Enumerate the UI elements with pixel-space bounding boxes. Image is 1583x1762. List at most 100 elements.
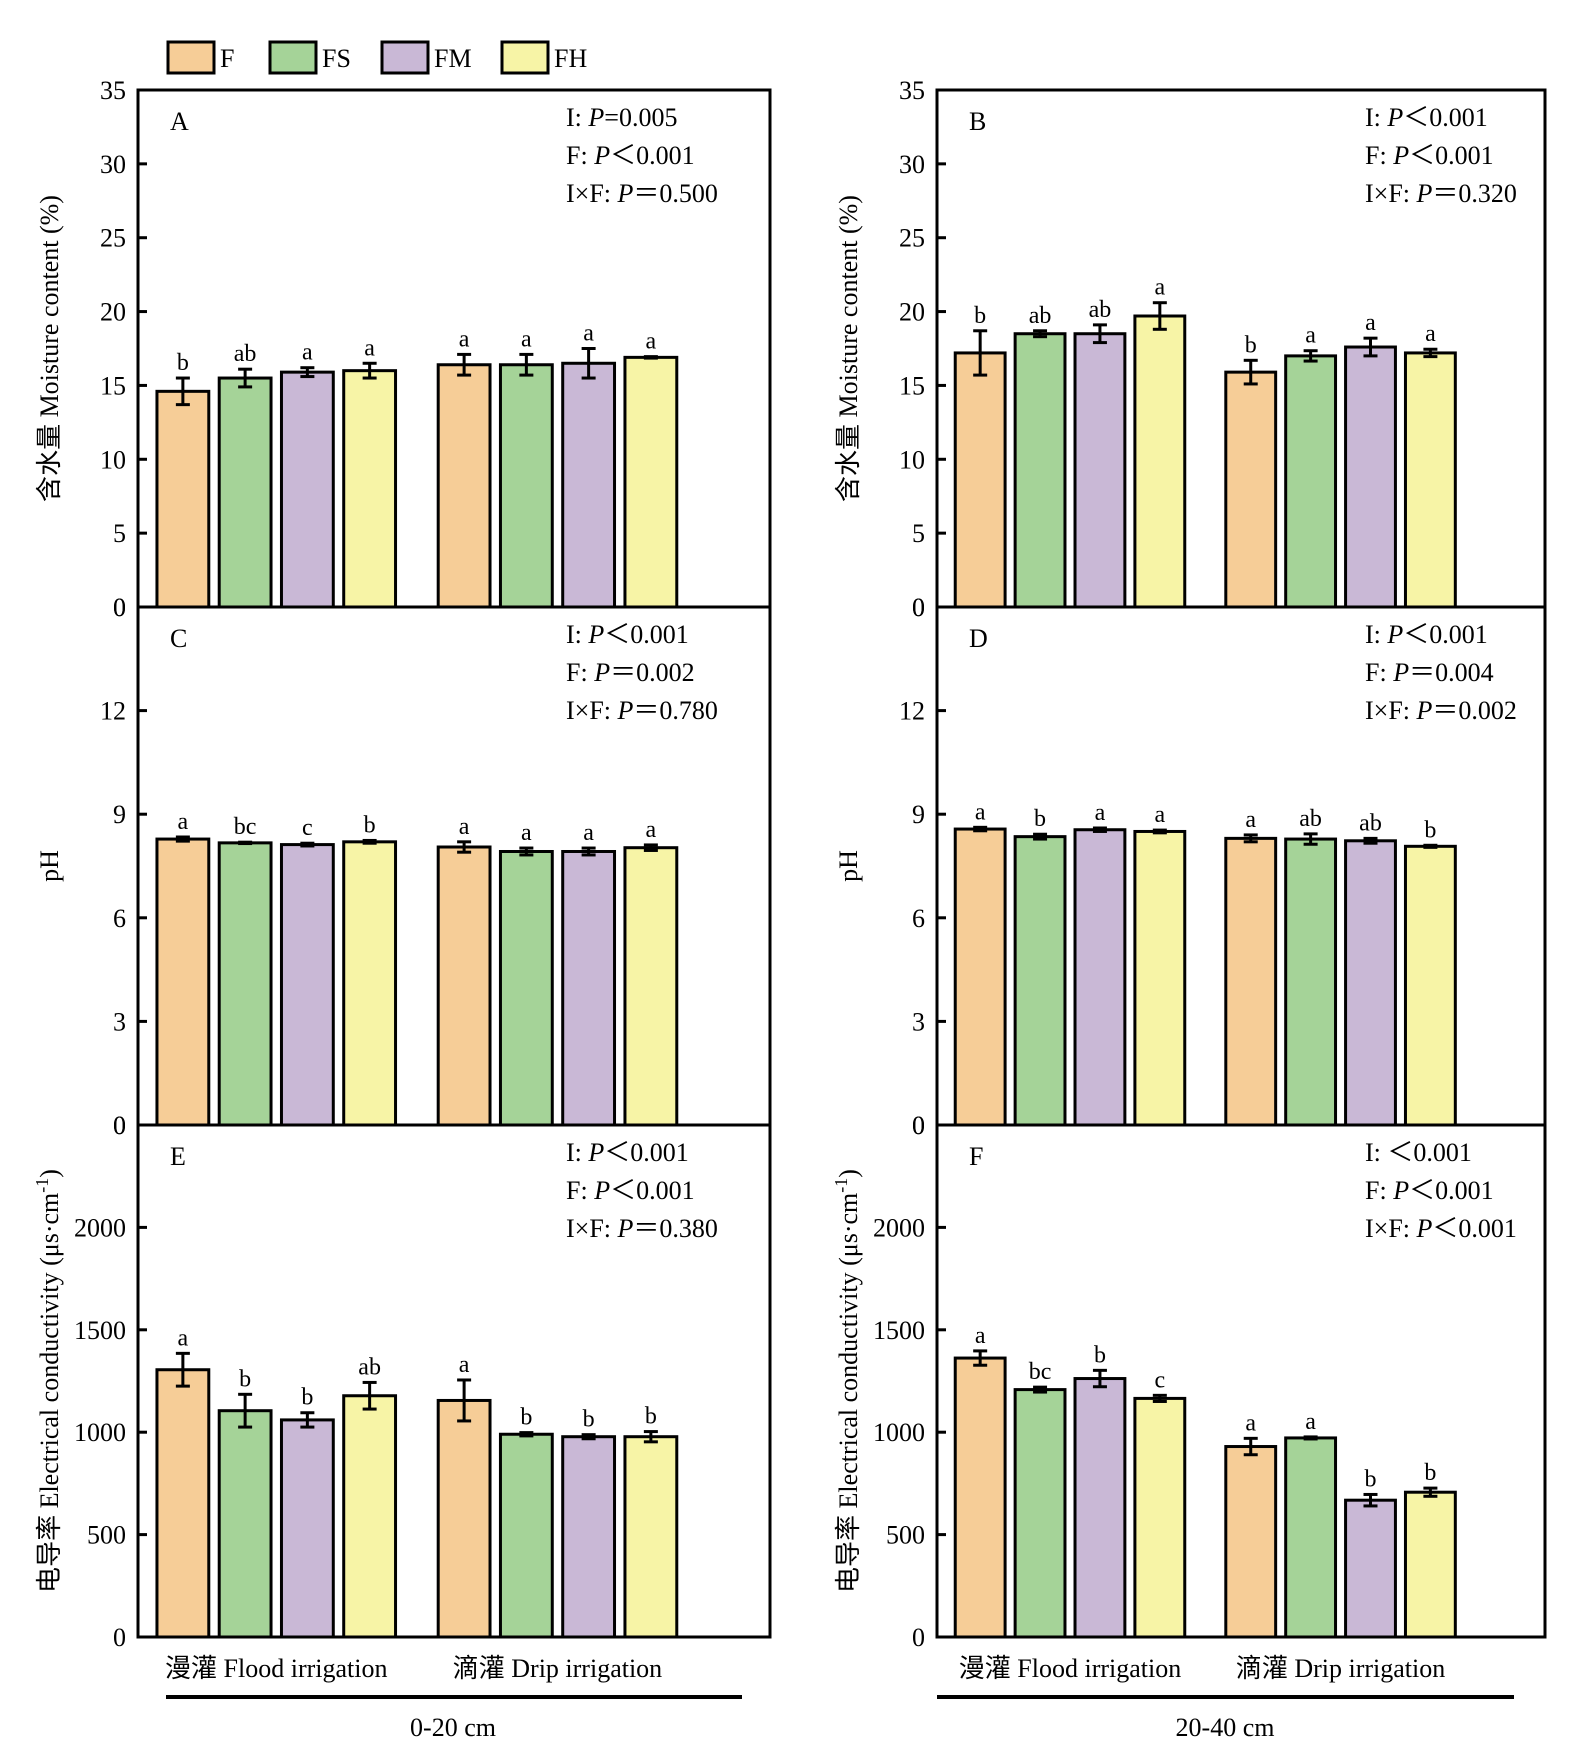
bar-fs [498, 363, 554, 609]
stat-term: I: [1365, 620, 1387, 649]
stat-term: I×F: [1365, 696, 1417, 725]
bar-fm [279, 370, 335, 609]
y-tick-label: 6 [912, 904, 925, 933]
y-tick-label: 25 [100, 224, 126, 253]
bar-fs [217, 376, 273, 609]
y-tick-label: 0 [113, 1111, 126, 1140]
stat-p: P [1416, 1214, 1433, 1243]
stat-value: ＜0.001 [610, 141, 695, 170]
x-group-label: 滴灌 Drip irrigation [453, 1654, 662, 1683]
stat-p: P [1416, 696, 1433, 725]
y-tick-label: 0 [113, 593, 126, 622]
stat-value: ＜0.001 [1432, 1214, 1517, 1243]
bar-fs [1013, 835, 1067, 1127]
panel-A: 0 5 10 15 20 25 30 35 含水量 Moisture content (%) A I… [35, 76, 772, 622]
stat-value: ＜0.001 [610, 1176, 695, 1205]
y-axis-title: 含水量 Moisture content (%) [834, 195, 863, 502]
y-axis-title: 含水量 Moisture content (%) [35, 195, 64, 502]
bar-fm [561, 1435, 617, 1639]
y-tick-label: 500 [886, 1521, 925, 1550]
legend-swatch-fm [380, 40, 430, 75]
significance-letter: b [520, 1405, 532, 1431]
bar-fh [1133, 829, 1187, 1127]
y-tick-label: 5 [912, 519, 925, 548]
significance-letter: c [1155, 1367, 1166, 1393]
stat-value: ＝0.380 [633, 1214, 718, 1243]
stat-p: P [617, 696, 634, 725]
y-tick-label: 20 [100, 298, 126, 327]
stat-p: P [587, 103, 604, 132]
legend-swatch-fs [268, 40, 318, 75]
stat-p: P [1386, 620, 1403, 649]
significance-letter: a [1095, 800, 1106, 826]
y-tick-label: 0 [113, 593, 126, 622]
stat-term: I: [1365, 1138, 1387, 1167]
bar-fm [1344, 345, 1397, 609]
bar-fh [623, 846, 679, 1127]
bar-fh [1403, 844, 1457, 1127]
stat-term: F: [1365, 658, 1393, 687]
stat-p: P [1392, 658, 1409, 687]
significance-letter: a [583, 321, 594, 347]
bar-f [436, 1398, 492, 1639]
significance-letter: b [177, 350, 189, 376]
stat-p: P [617, 1214, 634, 1243]
significance-letter: a [646, 817, 657, 843]
paren: ) [834, 1169, 863, 1178]
superscript: -1 [831, 1178, 851, 1193]
stat-p: P [617, 179, 634, 208]
stat-annotation: I: P＜0.001 [566, 1138, 689, 1167]
significance-letter: b [1034, 806, 1046, 832]
significance-letter: a [975, 799, 986, 825]
stat-term: I×F: [566, 179, 618, 208]
bar-fm [561, 361, 617, 609]
stat-annotation: I×F: P＝0.320 [1365, 179, 1517, 208]
significance-letter: a [178, 1325, 189, 1351]
y-tick-label: 25 [899, 224, 925, 253]
bar-fm [279, 843, 335, 1127]
bar-f [1224, 836, 1278, 1127]
bar-fh [1403, 1490, 1457, 1639]
y-tick-label: 1500 [873, 1316, 925, 1345]
significance-letter: a [646, 329, 657, 355]
significance-letter: a [178, 809, 189, 835]
significance-letter: a [1425, 321, 1436, 347]
stat-p: P [593, 1176, 610, 1205]
significance-letter: b [974, 303, 986, 329]
superscript: -1 [32, 1178, 52, 1193]
bar-fs [1284, 1436, 1338, 1639]
legend-label-f: F [220, 44, 234, 73]
significance-letter: ab [234, 341, 257, 367]
bar-f [953, 351, 1007, 609]
stat-value: ＜0.001 [1409, 1176, 1494, 1205]
bar-fs [498, 1432, 554, 1639]
stat-value: ＝0.320 [1432, 179, 1517, 208]
significance-letter: a [1155, 275, 1166, 301]
significance-letter: a [364, 335, 375, 361]
bar-fh [1403, 351, 1457, 609]
stat-p: P [1416, 179, 1433, 208]
stat-term: I: [1365, 103, 1387, 132]
y-tick-label: 30 [899, 150, 925, 179]
y-tick-label: 12 [899, 697, 925, 726]
depth-label-0-20: 0-20 cm [410, 1713, 496, 1742]
y-tick-label: 3 [113, 1007, 126, 1036]
stat-value: ＜0.001 [1409, 141, 1494, 170]
y-tick-label: 0 [912, 1111, 925, 1140]
stat-value: ＜0.001 [604, 620, 689, 649]
stat-p: P [587, 620, 604, 649]
panel-letter: F [969, 1142, 983, 1171]
legend-label-fm: FM [434, 44, 472, 73]
panel-letter: C [170, 624, 187, 653]
y-axis-title: 电导率 Electrical conductivity (μs·cm-1) [32, 1169, 64, 1593]
bar-fh [342, 1394, 398, 1639]
bar-fh [623, 1435, 679, 1639]
paren: ) [35, 1169, 64, 1178]
significance-letter: a [302, 340, 313, 366]
stat-value: =0.005 [604, 103, 677, 132]
bar-fh [342, 369, 398, 609]
stat-term: I: [566, 103, 588, 132]
y-tick-label: 3 [912, 1007, 925, 1036]
significance-letter: a [1305, 323, 1316, 349]
